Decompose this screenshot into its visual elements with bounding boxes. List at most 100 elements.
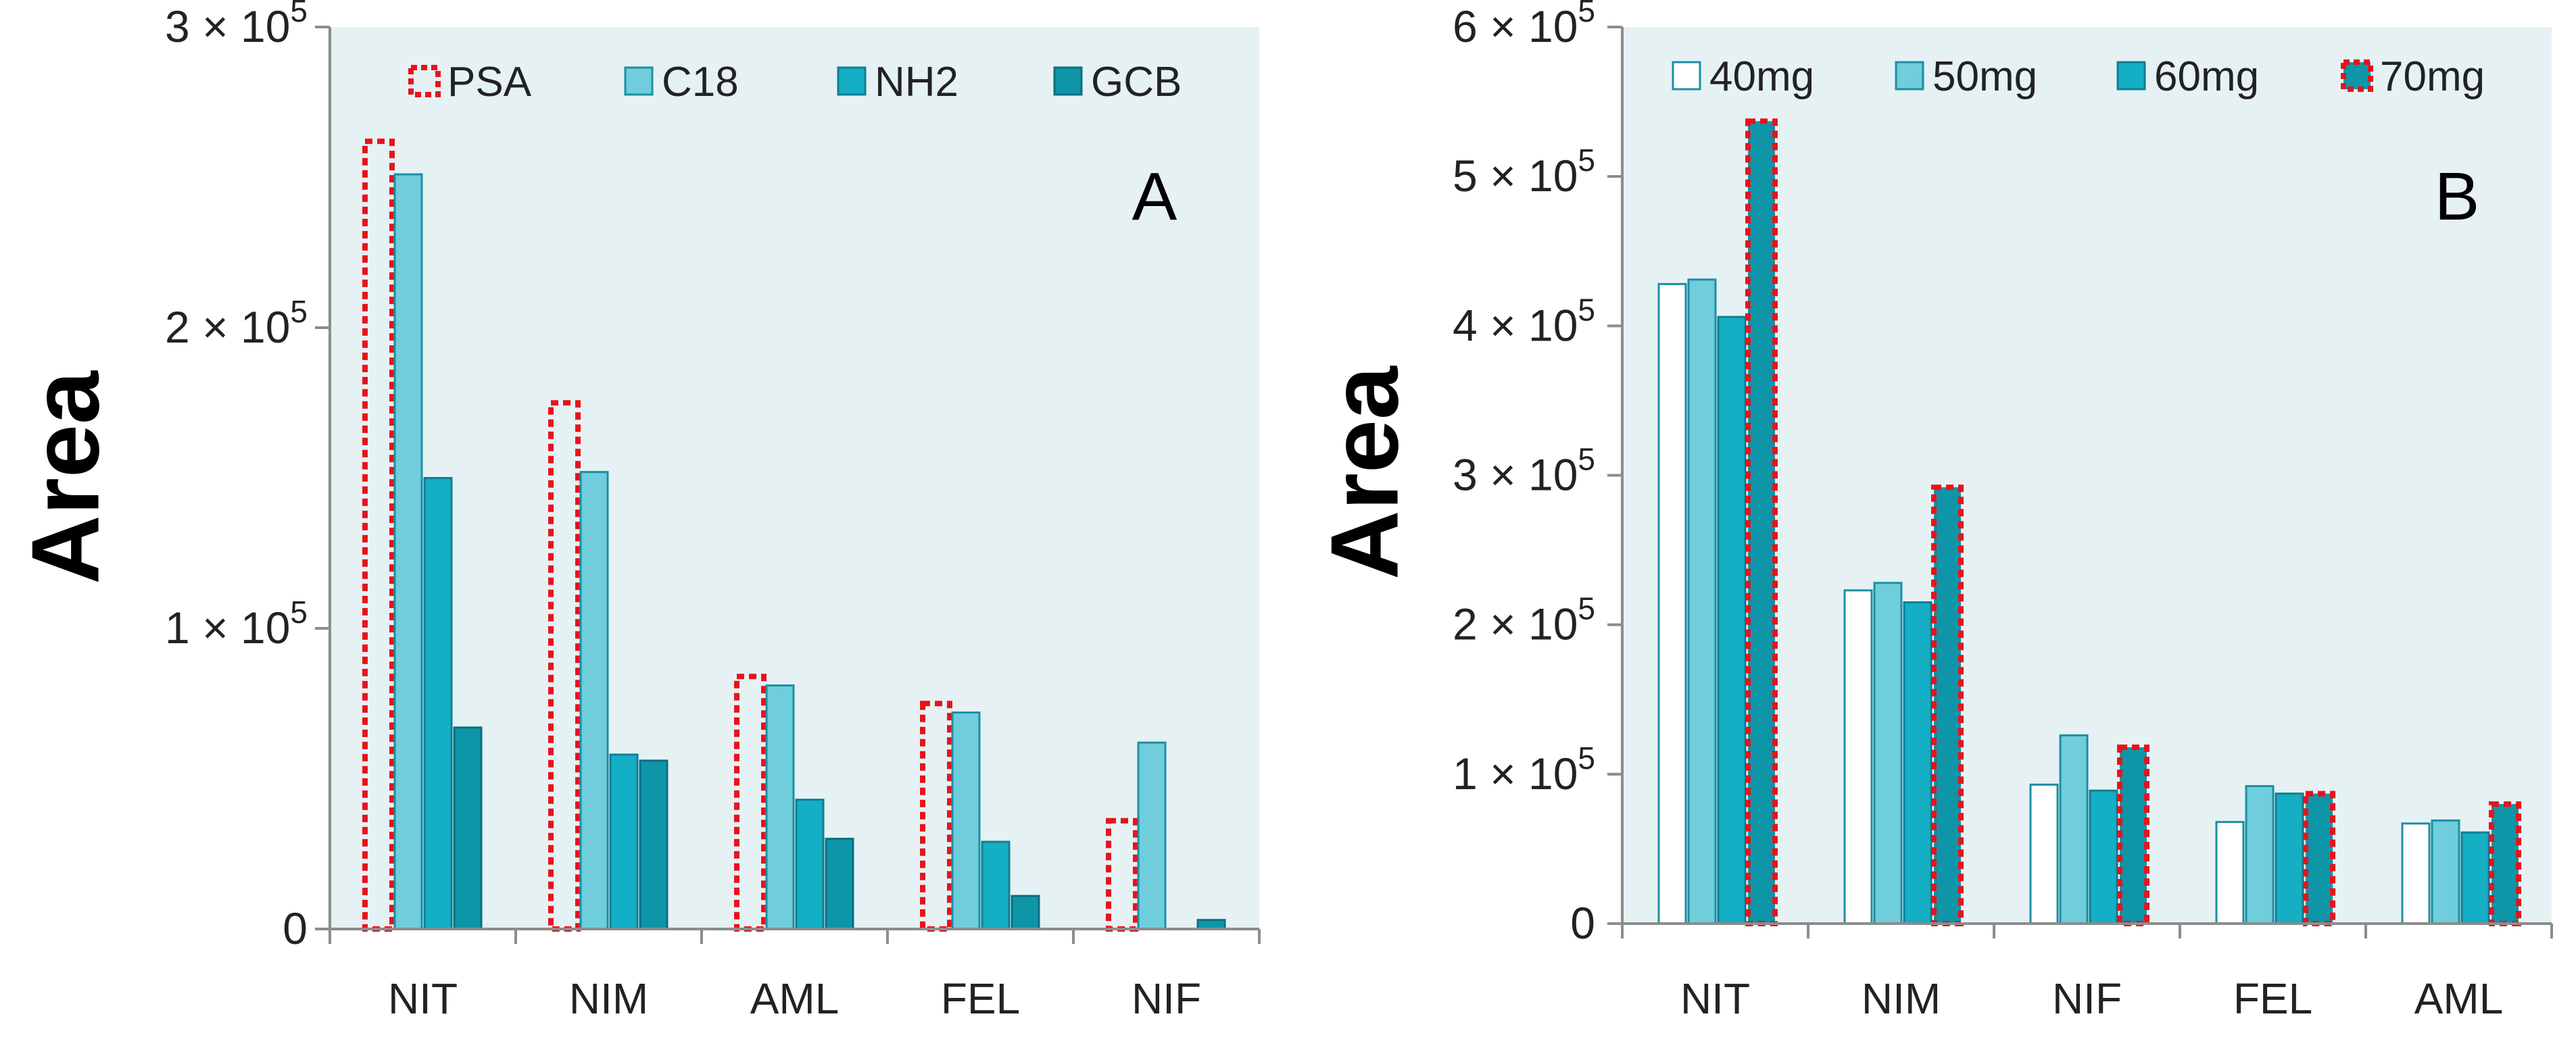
bar-psa-fel: [920, 701, 952, 932]
x-tick-label-nit: NIT: [388, 974, 458, 1023]
x-tick-label-nif: NIF: [2052, 974, 2122, 1023]
legend-label-50mg: 50mg: [1933, 53, 2037, 100]
legend-swatch-psa: [408, 65, 441, 97]
bar-70mg-aml: [2489, 801, 2521, 926]
y-tick-times: ×: [1490, 599, 1528, 649]
y-axis-label-b: Area: [1311, 366, 1419, 580]
y-tick-exponent: 5: [1578, 143, 1595, 178]
bar-nh2-nit: [423, 477, 453, 930]
legend-swatch-70mg: [2341, 59, 2373, 92]
bar-70mg-nif: [2117, 745, 2149, 926]
x-tick-label-fel: FEL: [2233, 974, 2312, 1023]
y-tick-mantissa: 2: [1453, 599, 1490, 649]
bar-50mg-nit: [1687, 278, 1717, 925]
y-tick-label: 3 × 105: [1453, 442, 1595, 500]
y-tick-base: 10: [1528, 151, 1578, 201]
bar-nh2-nim: [609, 753, 639, 930]
legend-item-nh2: NH2: [837, 59, 958, 105]
bar-60mg-nif: [2089, 789, 2118, 925]
y-tick-exponent: 5: [290, 294, 308, 329]
y-tick-base: 10: [1528, 1, 1578, 51]
y-tick-exponent: 5: [290, 595, 308, 630]
bar-c18-aml: [765, 684, 795, 930]
legend-swatch-gcb: [1053, 66, 1083, 96]
y-tick-times: ×: [1490, 1, 1528, 51]
legend-swatch-c18: [624, 66, 654, 96]
y-tick-exponent: 5: [290, 0, 308, 28]
legend-swatch-60mg: [2116, 61, 2146, 91]
y-tick-base: 10: [1528, 450, 1578, 500]
y-tick-mantissa: 3: [165, 1, 202, 51]
y-tick-mantissa: 5: [1453, 151, 1490, 201]
y-tick-label: 1 × 105: [1453, 741, 1595, 799]
x-tick-label-nit: NIT: [1680, 974, 1750, 1023]
y-tick-times: ×: [202, 1, 241, 51]
legend-b: 40mg 50mg 60mg 70mg: [1672, 53, 2485, 100]
legend-swatch-nh2: [837, 66, 867, 96]
x-tick-label-aml: AML: [2414, 974, 2504, 1023]
legend-label-c18: C18: [662, 59, 739, 105]
y-tick-exponent: 5: [1578, 591, 1595, 626]
bar-nh2-fel: [981, 840, 1011, 930]
bar-gcb-nim: [639, 759, 669, 930]
legend-item-gcb: GCB: [1053, 59, 1182, 105]
bar-50mg-nim: [1873, 582, 1903, 925]
y-tick-times: ×: [202, 302, 241, 352]
y-tick-mantissa: 3: [1453, 450, 1490, 500]
y-tick-times: ×: [1490, 749, 1528, 799]
legend-item-psa: PSA: [408, 59, 532, 105]
bar-70mg-nim: [1931, 484, 1964, 926]
y-tick-exponent: 5: [1578, 0, 1595, 28]
y-tick-exponent: 5: [1578, 292, 1595, 327]
y-tick-label: 2 × 105: [1453, 591, 1595, 649]
y-tick-mantissa: 1: [165, 603, 202, 653]
y-tick-base: 10: [241, 1, 290, 51]
y-tick-times: ×: [1490, 450, 1528, 500]
legend-label-psa: PSA: [447, 59, 532, 105]
bar-60mg-fel: [2275, 793, 2304, 925]
y-tick-exponent: 5: [1578, 442, 1595, 477]
y-tick-times: ×: [1490, 151, 1528, 201]
y-tick-exponent: 5: [1578, 741, 1595, 776]
bar-50mg-nif: [2059, 734, 2089, 925]
y-tick-label: 1 × 105: [165, 595, 308, 653]
y-tick-label: 3 × 105: [165, 0, 308, 51]
bar-c18-nit: [393, 173, 423, 930]
x-tick-label-nim: NIM: [569, 974, 648, 1023]
x-tick-label-fel: FEL: [941, 974, 1020, 1023]
y-tick-mantissa: 0: [1570, 898, 1595, 948]
legend-label-nh2: NH2: [875, 59, 958, 105]
legend-label-gcb: GCB: [1091, 59, 1182, 105]
bar-gcb-nif: [1196, 919, 1226, 930]
y-tick-base: 10: [1528, 599, 1578, 649]
bar-nh2-aml: [795, 799, 825, 930]
legend-item-40mg: 40mg: [1672, 53, 1814, 100]
y-tick-label: 6 × 105: [1453, 0, 1595, 51]
y-tick-mantissa: 2: [165, 302, 202, 352]
x-tick-label-nif: NIF: [1132, 974, 1201, 1023]
bar-gcb-fel: [1011, 895, 1040, 930]
y-axis-label-a: Area: [12, 370, 120, 584]
bars-b: [1657, 118, 2521, 927]
y-tick-label: 0: [283, 903, 308, 953]
legend-swatch-40mg: [1672, 61, 1701, 91]
bar-70mg-fel: [2303, 790, 2335, 926]
x-tick-label-nim: NIM: [1862, 974, 1941, 1023]
bar-60mg-nit: [1717, 316, 1747, 925]
bar-40mg-nif: [2029, 783, 2059, 925]
bar-c18-nif: [1137, 741, 1167, 930]
legend-a: PSA C18 NH2 GCB: [408, 59, 1182, 105]
bar-60mg-nim: [1903, 601, 1933, 925]
y-tick-base: 10: [1528, 300, 1578, 350]
y-tick-base: 10: [241, 603, 290, 653]
bar-40mg-nit: [1657, 282, 1687, 925]
y-tick-times: ×: [202, 603, 241, 653]
bar-70mg-nit: [1745, 118, 1778, 927]
bar-60mg-aml: [2460, 831, 2490, 925]
y-tick-mantissa: 0: [283, 903, 308, 953]
